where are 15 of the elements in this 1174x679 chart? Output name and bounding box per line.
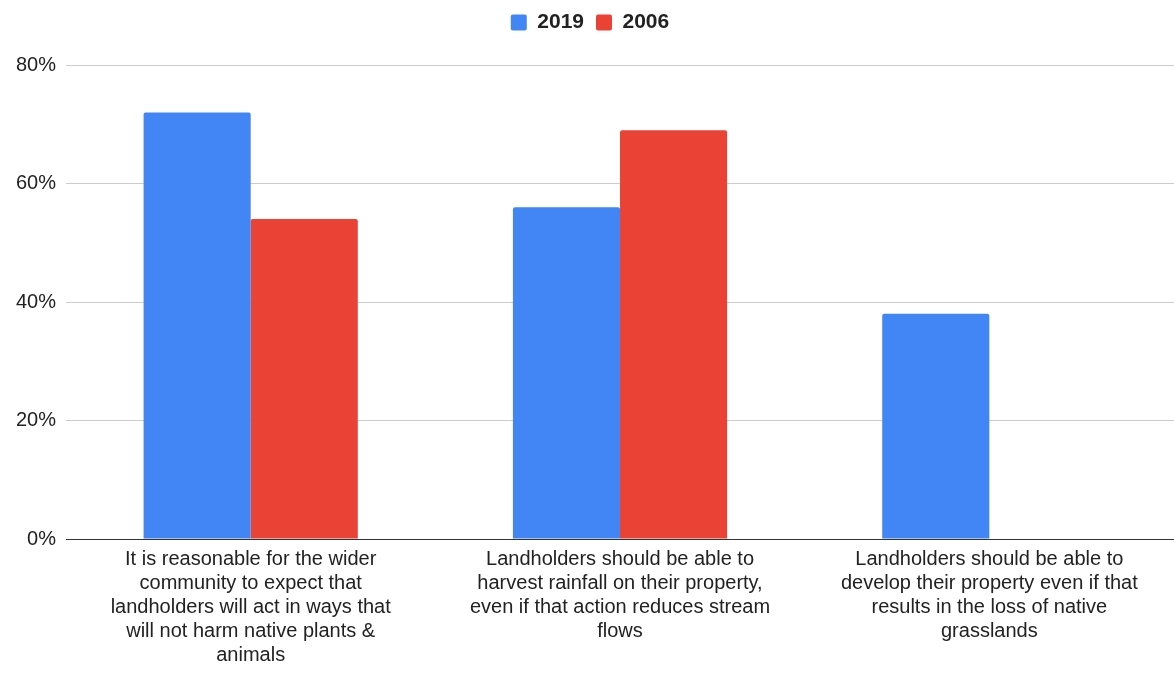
bar: [620, 130, 728, 539]
bar: [882, 313, 990, 539]
y-tick-label: 40%: [16, 289, 57, 312]
legend-label: 2006: [622, 9, 670, 33]
legend-label: 2019: [537, 9, 584, 33]
y-tick-label: 20%: [16, 408, 57, 431]
x-tick-label: It is reasonable for the wider community to expect that landholders will act in ways that will not harm native plants & animals: [110, 546, 392, 665]
x-tick-label: Landholders should be able to harvest rainfall on their property, even if that action reduces stream flows: [469, 546, 771, 641]
bar: [250, 219, 358, 539]
y-tick-label: 60%: [16, 171, 57, 194]
bar: [143, 112, 251, 539]
y-tick-label: 0%: [27, 526, 57, 549]
y-tick-label: 80%: [16, 52, 57, 75]
x-tick-label: Landholders should be able to develop their property even if that results in the loss of native grasslands: [840, 546, 1139, 641]
bar: [512, 207, 621, 539]
